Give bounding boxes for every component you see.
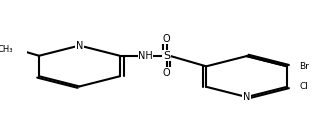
Text: S: S	[163, 51, 170, 61]
Text: O: O	[163, 34, 171, 44]
Text: CH₃: CH₃	[0, 45, 13, 54]
Text: NH: NH	[138, 51, 153, 61]
Text: O: O	[163, 68, 171, 78]
Text: N: N	[243, 92, 250, 102]
Text: Br: Br	[299, 62, 309, 71]
Text: Cl: Cl	[299, 82, 308, 91]
Text: N: N	[76, 41, 83, 51]
